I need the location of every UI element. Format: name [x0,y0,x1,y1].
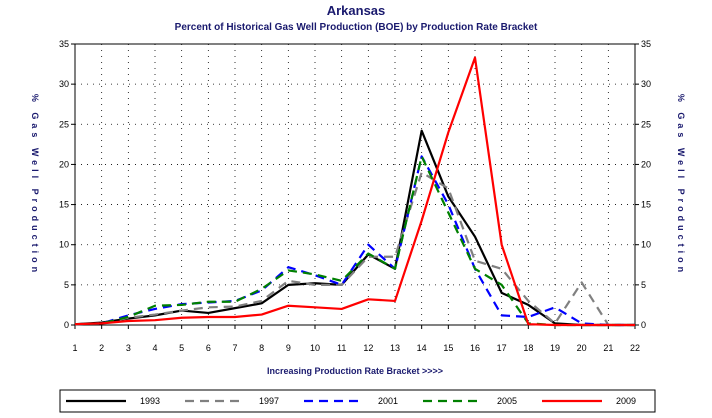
y-tick-label-left: 35 [59,39,69,49]
x-tick-label: 9 [286,343,291,353]
chart-subtitle: Percent of Historical Gas Well Productio… [175,22,538,33]
y-tick-label-right: 30 [641,79,651,89]
x-tick-label: 3 [126,343,131,353]
x-tick-label: 18 [523,343,533,353]
x-tick-label: 10 [310,343,320,353]
x-tick-label: 8 [259,343,264,353]
y-tick-label-right: 35 [641,39,651,49]
x-tick-label: 14 [417,343,427,353]
x-tick-label: 22 [630,343,640,353]
x-tick-label: 12 [363,343,373,353]
x-tick-label: 11 [337,343,346,353]
y-tick-label-left: 5 [64,280,69,290]
legend-label-1993: 1993 [140,396,160,406]
x-axis-label: Increasing Production Rate Bracket >>>> [267,366,443,376]
y-tick-label-right: 25 [641,119,651,129]
x-tick-label: 16 [470,343,480,353]
legend-label-2009: 2009 [616,396,636,406]
x-tick-label: 21 [603,343,613,353]
series-line-1997 [74,171,635,327]
grid [75,44,635,325]
legend-label-1997: 1997 [259,396,279,406]
x-tick-label: 20 [577,343,587,353]
x-tick-label: 13 [390,343,400,353]
legend-label-2001: 2001 [378,396,398,406]
x-tick-label: 2 [99,343,104,353]
x-tick-label: 7 [232,343,237,353]
y-axis-label-right: % Gas Well Production [676,94,686,276]
x-tick-label: 6 [206,343,211,353]
y-tick-label-right: 20 [641,159,651,169]
legend: 1993 1997 2001 2005 2009 [66,396,636,406]
series-line-2009 [74,56,635,327]
legend-label-2005: 2005 [497,396,517,406]
x-tick-label: 15 [443,343,453,353]
y-tick-label-left: 20 [59,159,69,169]
series-lines [74,56,635,327]
x-tick-label: 19 [550,343,560,353]
axes: 1 2 3 4 5 6 7 8 9 10 11 12 13 14 15 16 17 18 19 20 21 220 05 51… [59,39,651,353]
y-tick-label-right: 0 [641,320,646,330]
series-line-2005 [74,155,635,327]
y-tick-label-left: 10 [59,240,69,250]
y-tick-label-left: 15 [59,200,69,210]
y-tick-label-left: 30 [59,79,69,89]
chart-title: Arkansas [327,3,386,18]
y-tick-label-left: 0 [64,320,69,330]
y-tick-label-right: 15 [641,200,651,210]
x-tick-label: 1 [72,343,77,353]
plot-frame [74,43,636,326]
x-tick-label: 4 [152,343,157,353]
series-line-2001 [74,155,635,327]
y-tick-label-right: 5 [641,280,646,290]
y-tick-label-right: 10 [641,240,651,250]
y-axis-label-left: % Gas Well Production [30,94,40,276]
x-tick-label: 5 [179,343,184,353]
y-tick-label-left: 25 [59,119,69,129]
series-line-1993 [74,129,635,327]
x-tick-label: 17 [497,343,507,353]
